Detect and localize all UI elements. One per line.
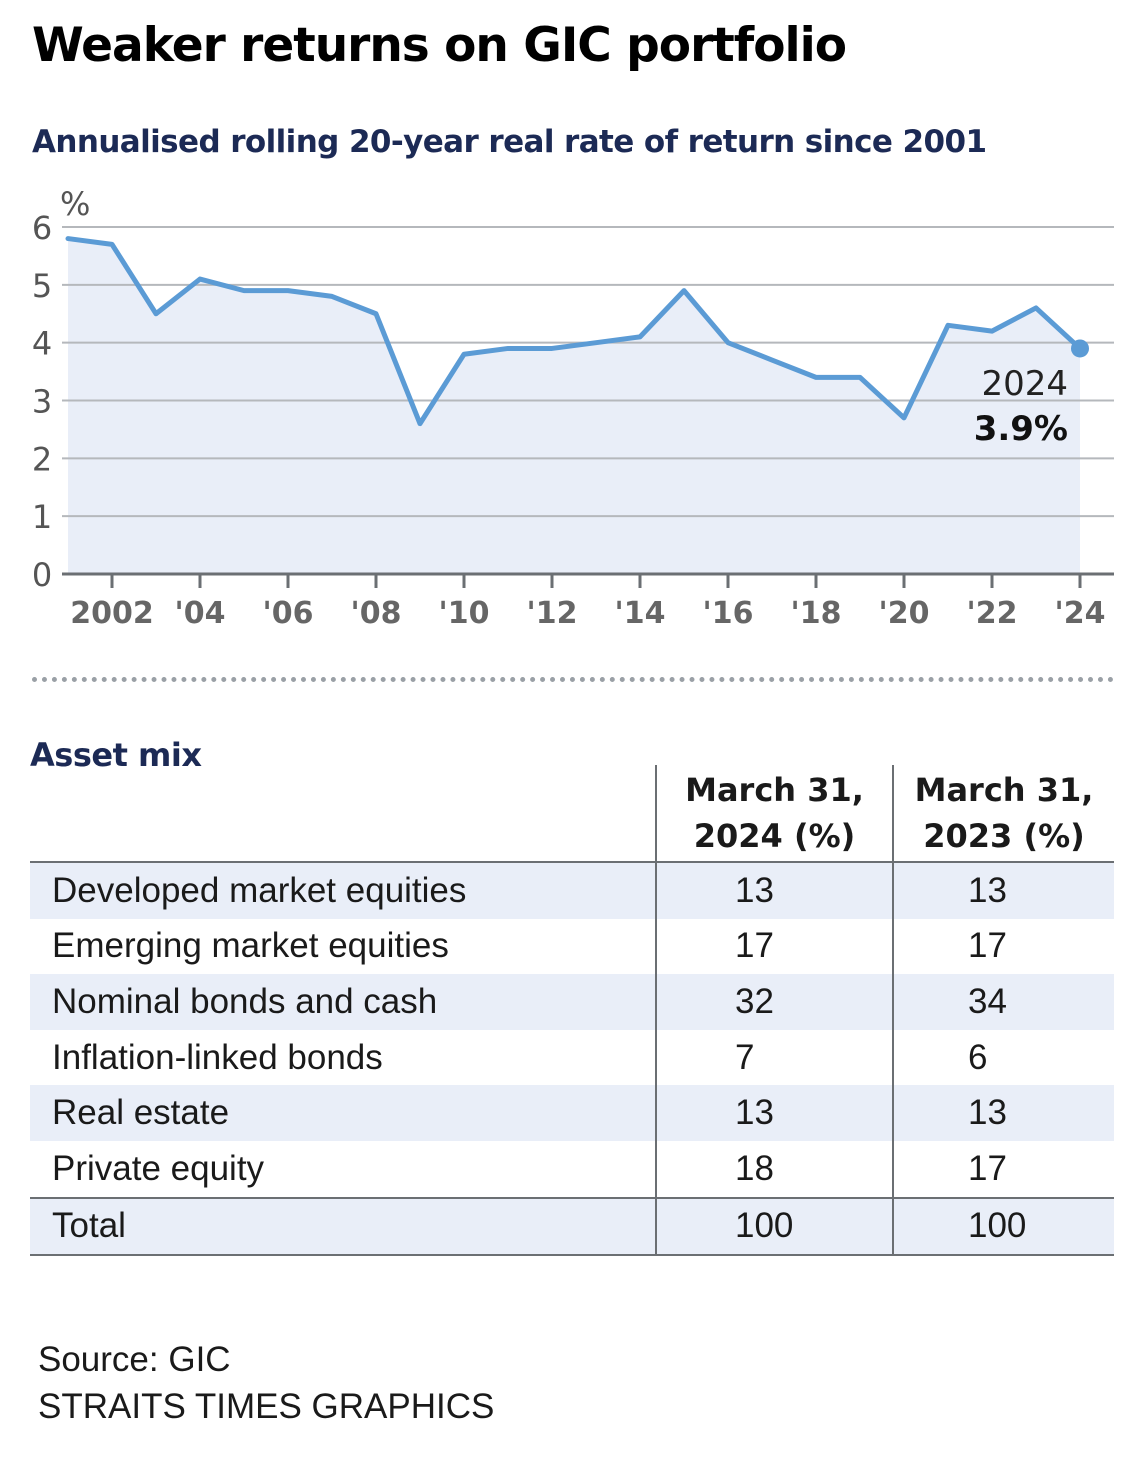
x-tick-label: '04	[175, 596, 226, 631]
header-2024: March 31, 2024 (%)	[655, 765, 893, 863]
x-tick-label: '10	[439, 596, 490, 631]
header-blank	[30, 765, 656, 863]
table-row: Nominal bonds and cash 32 34	[30, 974, 1114, 1030]
header-2024-line1: March 31,	[685, 771, 864, 809]
table-header-row: March 31, 2024 (%) March 31, 2023 (%)	[30, 765, 1114, 863]
table-row: Real estate 13 13	[30, 1085, 1114, 1141]
row-label: Inflation-linked bonds	[52, 1037, 383, 1077]
source-text: Source: GIC	[38, 1340, 231, 1379]
annotation-year: 2024	[981, 364, 1068, 404]
annotation-value: 3.9%	[974, 409, 1068, 449]
table-row: Developed market equities 13 13	[30, 862, 1114, 919]
area-fill	[68, 238, 1080, 575]
x-tick-label: '22	[967, 596, 1018, 631]
row-value-2023: 13	[892, 1085, 1114, 1141]
total-label: Total	[30, 1196, 656, 1257]
x-tick-label: '08	[351, 596, 402, 631]
section-divider	[32, 677, 1114, 682]
row-value-2024: 17	[655, 918, 893, 975]
table-row: Private equity 18 17	[30, 1140, 1114, 1198]
row-value-2023: 6	[892, 1029, 1114, 1086]
chart-subtitle: Annualised rolling 20-year real rate of …	[32, 124, 987, 160]
x-tick-label: '18	[791, 596, 842, 631]
row-value-2024: 13	[655, 1085, 893, 1141]
row-label: Real estate	[30, 1085, 656, 1141]
table-total-row: Total 100 100	[30, 1196, 1114, 1257]
row-value-2024: 13	[655, 862, 893, 919]
asset-mix-table: March 31, 2024 (%) March 31, 2023 (%) De…	[30, 765, 1114, 1257]
y-tick-label: 0	[32, 556, 52, 594]
row-value-2023: 17	[892, 918, 1114, 975]
chart-title: Weaker returns on GIC portfolio	[32, 18, 847, 73]
header-2023-line1: March 31,	[914, 771, 1094, 809]
x-tick-label: '06	[263, 596, 314, 631]
row-value-2024: 18	[655, 1140, 893, 1198]
row-label: Developed market equities	[30, 862, 656, 919]
x-tick-label: '24	[1055, 596, 1106, 631]
asset-mix-table-wrap: March 31, 2024 (%) March 31, 2023 (%) De…	[30, 765, 1114, 1257]
row-value-2024: 7	[655, 1029, 893, 1086]
y-tick-label: 6	[32, 209, 52, 247]
row-value-2023: 13	[892, 862, 1114, 919]
table-row: Emerging market equities 17 17	[30, 918, 1114, 975]
table-row: Inflation-linked bonds 7 6	[30, 1029, 1114, 1086]
total-value-2023: 100	[892, 1196, 1114, 1257]
credit-text: STRAITS TIMES GRAPHICS	[38, 1387, 495, 1426]
row-value-2023: 34	[892, 974, 1114, 1030]
header-2024-line2: 2024 (%)	[693, 817, 856, 855]
row-value-2024: 32	[655, 974, 893, 1030]
row-label: Private equity	[52, 1148, 265, 1188]
y-tick-label: 1	[32, 498, 52, 536]
row-label: Nominal bonds and cash	[30, 974, 656, 1030]
x-tick-label: '16	[703, 596, 754, 631]
x-tick-label: 2002	[70, 596, 154, 631]
header-2023-line2: 2023 (%)	[923, 817, 1085, 855]
row-label: Emerging market equities	[52, 926, 449, 966]
y-axis-label: %	[60, 185, 90, 223]
line-chart: 0 1 2 3 4 5 6% 2002 '04 '06 '08 '10 '12 '14 '16 '18 '20 '…	[32, 185, 1114, 631]
end-point-marker	[1071, 339, 1089, 358]
header-2023: March 31, 2023 (%)	[892, 765, 1114, 863]
row-value-2023: 17	[892, 1140, 1114, 1198]
y-tick-label: 5	[32, 267, 52, 305]
footer: Source: GIC STRAITS TIMES GRAPHICS	[38, 1336, 494, 1430]
y-tick-label: 3	[32, 383, 52, 421]
x-tick-label: '12	[527, 596, 578, 631]
series-line	[65, 236, 1083, 427]
y-tick-label: 4	[32, 325, 52, 363]
x-tick-label: '14	[615, 596, 666, 631]
total-value-2024: 100	[655, 1196, 893, 1257]
y-tick-label: 2	[32, 440, 52, 478]
x-tick-label: '20	[879, 596, 930, 631]
